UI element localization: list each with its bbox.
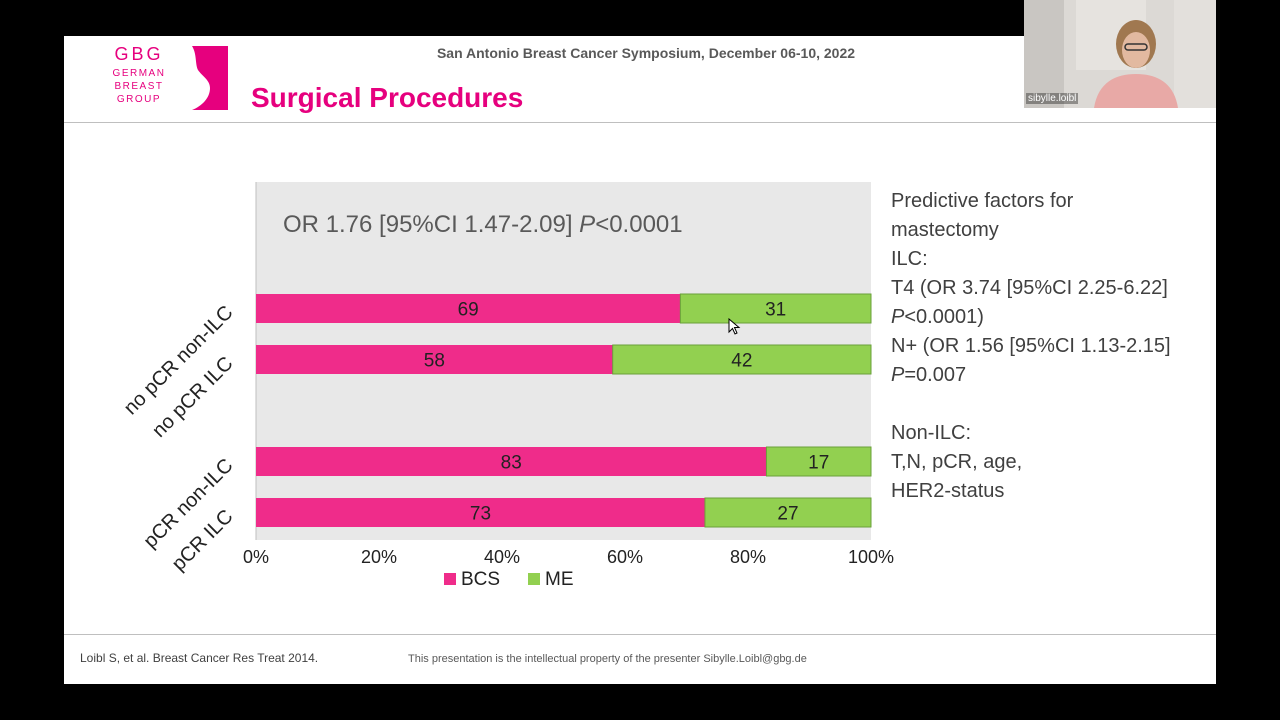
breast-silhouette-logo-icon xyxy=(192,46,228,110)
side-line: Non-ILC: xyxy=(891,422,972,444)
bcs-legend-swatch xyxy=(444,573,456,585)
logo-abbrev: GBG xyxy=(114,44,164,64)
logo-line-group: GROUP xyxy=(116,94,162,105)
odds-ratio-annotation: OR 1.76 [95%CI 1.47-2.09] P<0.0001 xyxy=(283,211,683,238)
bcs-bar xyxy=(256,498,705,527)
bcs-bar xyxy=(256,345,613,374)
side-line: ILC: xyxy=(891,248,928,270)
legend-label: ME xyxy=(545,569,574,590)
side-line: P<0.0001) xyxy=(891,303,1171,332)
intellectual-property-note: This presentation is the intellectual pr… xyxy=(408,653,807,665)
side-line: HER2-status xyxy=(891,480,1005,502)
side-line: P=0.007 xyxy=(891,361,1171,390)
bar-value-label: 31 xyxy=(765,300,786,321)
participant-name: sibylle.loibl xyxy=(1026,93,1079,104)
x-tick-label: 60% xyxy=(607,547,643,567)
side-line: T,N, pCR, age, xyxy=(891,451,1023,473)
bar-value-label: 69 xyxy=(458,300,479,321)
me-bar xyxy=(704,497,872,528)
me-bar xyxy=(765,446,872,477)
x-tick-label: 40% xyxy=(484,547,520,567)
p-value: =0.007 xyxy=(904,364,967,386)
citation: Loibl S, et al. Breast Cancer Res Treat … xyxy=(80,651,319,665)
presenter-webcam[interactable]: sibylle.loibl xyxy=(1024,0,1216,108)
mouse-cursor-icon xyxy=(728,318,741,335)
bcs-bar xyxy=(256,294,681,323)
gbg-logo: GBG GERMAN BREAST GROUP xyxy=(108,44,170,106)
bar-value-label: 17 xyxy=(808,453,829,474)
presenter-video-icon xyxy=(1024,0,1216,108)
conference-name: San Antonio Breast Cancer Symposium, Dec… xyxy=(436,45,856,61)
bar-value-label: 73 xyxy=(470,504,491,525)
bcs-bar xyxy=(256,447,767,476)
side-line: T4 (OR 3.74 [95%CI 2.25-6.22] xyxy=(891,277,1168,299)
footer-divider xyxy=(64,634,1216,635)
logo-line-german: GERMAN xyxy=(112,68,166,79)
header-divider xyxy=(64,122,1216,123)
slide-title: Surgical Procedures xyxy=(251,82,524,113)
bar-value-label: 27 xyxy=(777,504,798,525)
x-tick-label: 20% xyxy=(361,547,397,567)
p-value: <0.0001) xyxy=(904,306,984,328)
p-letter: P xyxy=(891,306,905,328)
bar-value-label: 83 xyxy=(501,453,522,474)
p-letter: P xyxy=(891,364,905,386)
me-bar xyxy=(612,344,872,375)
side-line: Predictive factors for xyxy=(891,190,1074,212)
bar-value-label: 42 xyxy=(731,351,752,372)
bar-value-label: 58 xyxy=(424,351,445,372)
x-tick-label: 100% xyxy=(848,547,894,567)
logo-line-breast: BREAST xyxy=(114,81,164,92)
x-tick-label: 80% xyxy=(730,547,766,567)
me-bar xyxy=(679,293,872,324)
side-line: N+ (OR 1.56 [95%CI 1.13-2.15] xyxy=(891,335,1171,357)
me-legend-swatch xyxy=(528,573,540,585)
x-tick-label: 0% xyxy=(243,547,269,567)
legend-label: BCS xyxy=(461,569,500,590)
side-line: mastectomy xyxy=(891,219,999,241)
predictive-factors-panel: Predictive factors for mastectomy ILC: T… xyxy=(891,187,1171,506)
